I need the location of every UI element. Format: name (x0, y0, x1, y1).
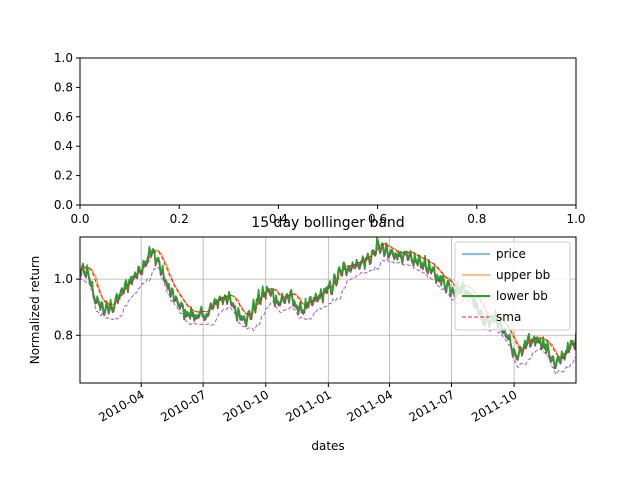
top-y-tick-label: 0.4 (54, 139, 73, 153)
legend-label-price: price (496, 247, 526, 261)
bollinger-x-label: dates (311, 439, 344, 453)
legend-label-lower-bb: lower bb (496, 289, 548, 303)
legend-label-upper-bb: upper bb (496, 268, 550, 282)
bollinger-y-tick-label: 1.0 (54, 272, 73, 286)
legend: price upper bb lower bb sma (454, 241, 571, 331)
bollinger-y-ticks: 0.8 1.0 (54, 272, 80, 342)
legend-box (454, 241, 571, 331)
bollinger-y-label: Normalized return (28, 256, 42, 365)
top-x-tick-label: 0.0 (70, 212, 89, 226)
top-y-tick-label: 0.2 (54, 169, 73, 183)
top-y-ticks: 0.0 0.2 0.4 0.6 0.8 1.0 (54, 51, 80, 212)
top-axes: 0.0 0.2 0.4 0.6 0.8 1.0 0.0 0.2 0.4 0.6 0.8 1.0 (54, 51, 586, 226)
legend-label-sma: sma (496, 310, 521, 324)
top-x-tick-label: 0.4 (269, 212, 288, 226)
top-x-tick-label: 1.0 (566, 212, 585, 226)
top-x-tick-label: 0.8 (467, 212, 486, 226)
top-axes-frame (79, 57, 577, 206)
bollinger-y-tick-label: 0.8 (54, 328, 73, 342)
top-x-tick-label: 0.2 (170, 212, 189, 226)
top-y-tick-label: 0.6 (54, 110, 73, 124)
top-x-tick-label: 0.6 (368, 212, 387, 226)
series-line-sma (80, 243, 576, 358)
top-y-tick-label: 0.8 (54, 80, 73, 94)
top-x-ticks: 0.0 0.2 0.4 0.6 0.8 1.0 (70, 205, 586, 226)
top-y-tick-label: 0.0 (54, 198, 73, 212)
bollinger-title: 15 day bollinger band (251, 215, 404, 231)
top-y-tick-label: 1.0 (54, 51, 73, 65)
